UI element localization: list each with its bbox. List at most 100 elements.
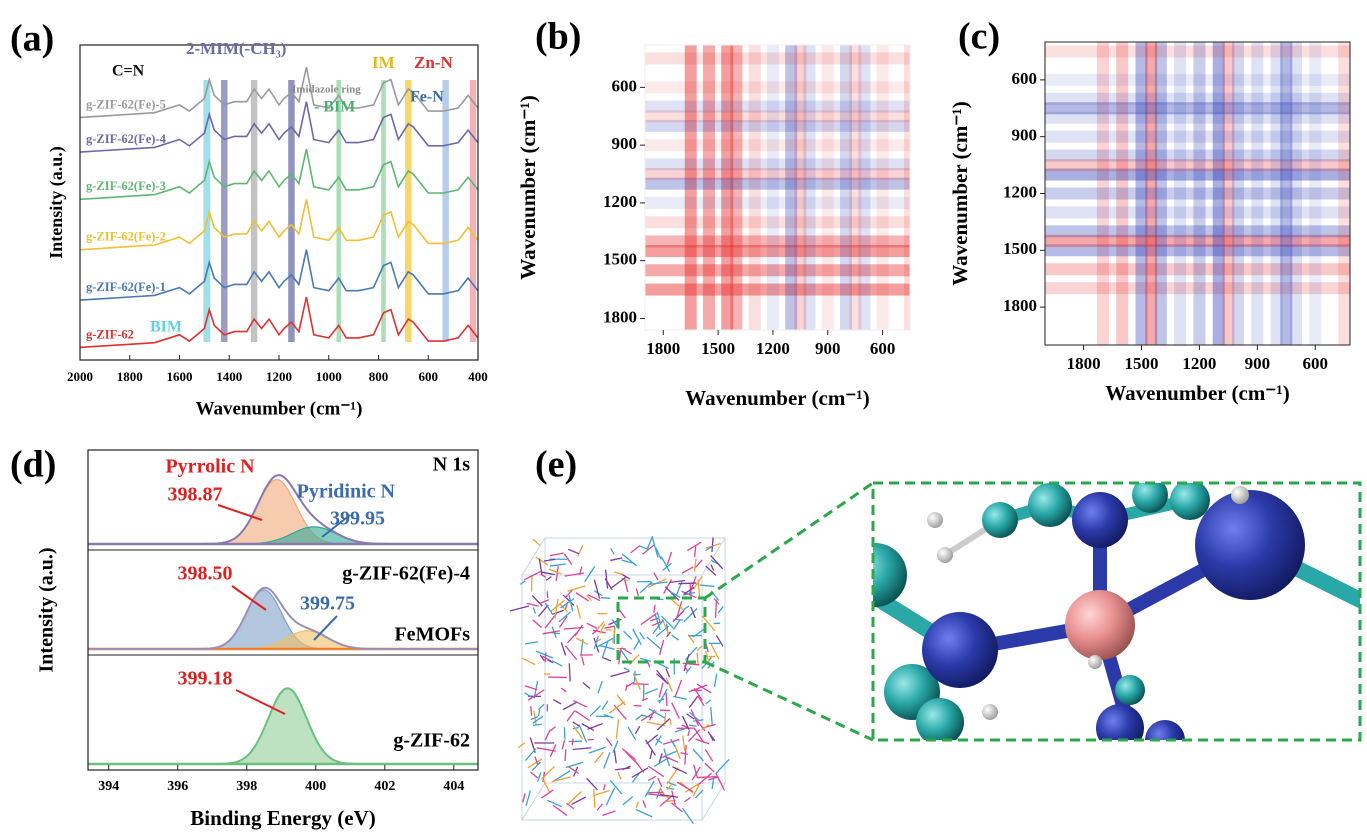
bond	[565, 761, 584, 769]
peak-name: Pyridinic N	[297, 481, 396, 503]
panel-label: (b)	[535, 16, 581, 58]
bond	[572, 721, 580, 727]
x-axis-label: Wavenumber (cm⁻¹)	[685, 386, 869, 410]
bond	[527, 758, 543, 769]
y-axis-label: Intensity (a.u.)	[36, 547, 58, 672]
bond	[640, 710, 657, 722]
bond	[592, 788, 596, 808]
bond	[509, 605, 530, 612]
x-tick-label: 600	[1303, 354, 1329, 373]
bond	[603, 752, 611, 769]
bond	[683, 665, 689, 672]
bond	[611, 576, 627, 589]
bond	[646, 734, 659, 745]
horizontal-stripe	[1045, 45, 1350, 58]
bond	[545, 576, 552, 581]
bond	[707, 731, 716, 742]
bond	[574, 624, 584, 637]
bond	[558, 611, 572, 623]
bond	[697, 772, 712, 786]
bond	[572, 725, 584, 740]
bond	[522, 793, 526, 803]
band	[221, 80, 228, 342]
heatmap-area	[645, 45, 910, 330]
bond	[568, 663, 571, 682]
arrow	[321, 514, 351, 538]
bond	[597, 637, 614, 648]
y-tick-label: 600	[612, 76, 638, 95]
bond	[584, 566, 596, 583]
bond	[562, 701, 577, 711]
bond	[623, 577, 629, 593]
horizontal-stripe	[1045, 282, 1350, 295]
bond	[610, 548, 615, 555]
horizontal-stripe	[1045, 168, 1350, 181]
bond	[524, 692, 533, 698]
bond	[602, 656, 612, 662]
vertical-stripe	[821, 45, 834, 330]
bond	[710, 643, 720, 660]
bond	[565, 802, 575, 810]
bond	[527, 689, 545, 701]
bond	[575, 637, 589, 645]
x-tick-label: 900	[815, 339, 841, 358]
vertical-stripe	[684, 45, 697, 330]
bond	[596, 803, 604, 811]
bond	[704, 749, 714, 762]
bond	[621, 577, 629, 582]
x-tick-label: 1200	[266, 369, 292, 384]
bond	[674, 745, 681, 760]
bond	[540, 571, 555, 576]
bond	[641, 697, 649, 702]
bond	[593, 635, 599, 650]
annotation: - BIM	[314, 99, 355, 116]
bond	[664, 712, 667, 723]
bond	[652, 619, 665, 634]
band	[336, 80, 341, 342]
bond	[683, 586, 695, 595]
bond	[654, 614, 661, 631]
horizontal-stripe	[1045, 130, 1350, 143]
bond	[539, 654, 545, 662]
bond	[681, 807, 694, 824]
bond	[682, 735, 686, 752]
bond	[634, 725, 641, 735]
bond	[572, 747, 592, 751]
vertical-stripe	[803, 45, 816, 330]
spectrum-line	[79, 66, 479, 119]
horizontal-stripe	[645, 245, 910, 258]
bond	[631, 772, 640, 783]
bond	[656, 611, 661, 623]
bond	[620, 649, 629, 661]
annotation: C=N	[112, 63, 145, 80]
horizontal-stripe	[645, 139, 910, 152]
bond	[687, 730, 691, 737]
spectrum-line	[79, 249, 479, 301]
band	[405, 80, 412, 342]
bond	[532, 715, 544, 724]
horizontal-stripe	[1045, 234, 1350, 247]
bond	[597, 680, 603, 694]
bond	[612, 627, 616, 644]
bond	[635, 588, 639, 597]
bond	[616, 694, 626, 706]
bond	[666, 767, 679, 785]
bond	[662, 738, 680, 745]
bond	[635, 801, 640, 809]
bond	[692, 628, 705, 638]
spectrum-line	[79, 296, 479, 349]
bond	[651, 620, 662, 627]
bond	[561, 740, 566, 750]
series-label: g-ZIF-62(Fe)-3	[86, 179, 166, 193]
bond	[605, 787, 616, 806]
bond	[662, 562, 672, 572]
bond	[540, 573, 547, 578]
horizontal-stripe	[1045, 263, 1350, 276]
vertical-stripe	[1096, 42, 1109, 345]
band	[469, 80, 477, 342]
vertical-stripe	[1135, 42, 1148, 345]
bond	[577, 545, 584, 557]
bond	[699, 584, 715, 588]
bond	[602, 784, 606, 791]
